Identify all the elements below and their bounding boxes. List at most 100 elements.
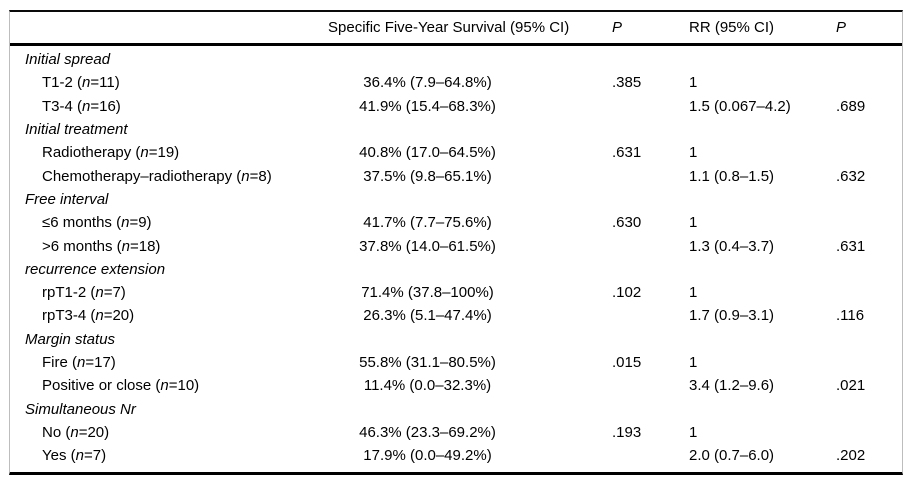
row-label: Positive or close (n=10) (10, 377, 328, 394)
survival-cell: 37.8% (14.0–61.5%) (359, 237, 496, 255)
row-label-pre: >6 months ( (42, 237, 122, 255)
row-label-n: n (121, 214, 130, 232)
row-label-post: =9) (129, 214, 152, 232)
rr-cell: 1 (689, 144, 698, 162)
rr-cell: 1.3 (0.4–3.7) (689, 237, 775, 255)
p-value-rr-cell: .631 (836, 237, 866, 255)
survival-cell: 11.4% (0.0–32.3%) (363, 377, 492, 395)
row-label-n: n (82, 97, 91, 115)
section-header-row: Margin status (10, 328, 902, 351)
survival-cell: 37.5% (9.8–65.1%) (363, 167, 492, 185)
survival-cell: 46.3% (23.3–69.2%) (359, 423, 496, 441)
section-title: Margin status (25, 330, 116, 348)
survival-cell: 71.4% (37.8–100%) (361, 284, 494, 302)
row-label: >6 months (n=18) (10, 238, 328, 255)
table-row: rpT1-2 (n=7) 71.4% (37.8–100%) .102 1 (10, 281, 902, 304)
p-value-survival-cell: .630 (612, 214, 642, 232)
survival-cell: 55.8% (31.1–80.5%) (359, 354, 496, 371)
rr-cell: 1.7 (0.9–3.1) (689, 307, 775, 325)
survival-cell: 41.7% (7.7–75.6%) (363, 214, 492, 232)
p-value-rr-cell: .116 (836, 307, 865, 325)
table-row: ≤6 months (n=9) 41.7% (7.7–75.6%) .630 1 (10, 211, 902, 234)
survival-cell: 17.9% (0.0–49.2%) (363, 447, 492, 465)
row-label-post: =20) (78, 423, 110, 441)
table-row: T3-4 (n=16) 41.9% (15.4–68.3%) 1.5 (0.067–… (10, 95, 902, 118)
rr-cell: 3.4 (1.2–9.6) (689, 377, 775, 395)
row-label-n: n (241, 167, 250, 185)
rr-cell: 1.5 (0.067–4.2) (689, 97, 791, 115)
row-label: Radiotherapy (n=19) (10, 144, 328, 161)
section-title: recurrence extension (25, 260, 166, 278)
row-label: T1-2 (n=11) (10, 74, 328, 91)
rr-cell: 1 (689, 74, 698, 92)
row-label-post: =8) (249, 167, 272, 185)
table-row: Radiotherapy (n=19) 40.8% (17.0–64.5%) .63… (10, 141, 902, 164)
p-value-rr-cell: .202 (836, 447, 866, 465)
row-label-pre: rpT1-2 ( (42, 284, 96, 302)
row-label-n: n (70, 423, 79, 441)
p-value-survival-cell: .385 (612, 74, 642, 92)
row-label-pre: T1-2 ( (42, 74, 83, 92)
table-row: rpT3-4 (n=20) 26.3% (5.1–47.4%) 1.7 (0.9–3… (10, 304, 902, 327)
row-label: T3-4 (n=16) (10, 98, 328, 115)
rr-cell: 1 (689, 284, 698, 302)
survival-analysis-table: Specific Five-Year Survival (95% CI) P R… (9, 10, 903, 476)
p-value-rr-cell: .689 (836, 97, 866, 115)
section-header-row: recurrence extension (10, 258, 902, 281)
row-label-pre: Positive or close ( (42, 377, 161, 395)
survival-cell: 36.4% (7.9–64.8%) (363, 74, 492, 92)
rr-cell: 1.1 (0.8–1.5) (689, 167, 775, 185)
row-label-n: n (77, 354, 86, 371)
section-title: Initial spread (25, 51, 111, 69)
row-label-n: n (82, 74, 91, 92)
row-label: Yes (n=7) (10, 447, 328, 464)
row-label-n: n (121, 237, 130, 255)
row-label-post: =20) (103, 307, 135, 325)
row-label-post: =19) (148, 144, 180, 162)
table-row: Fire (n=17) 55.8% (31.1–80.5%) .015 1 (10, 351, 902, 374)
survival-cell: 40.8% (17.0–64.5%) (359, 144, 496, 162)
rr-cell: 2.0 (0.7–6.0) (689, 447, 775, 465)
section-header-row: Initial spread (10, 48, 902, 71)
row-label-post: =11) (90, 74, 120, 92)
table-row: No (n=20) 46.3% (23.3–69.2%) .193 1 (10, 421, 902, 444)
row-label: Fire (n=17) (10, 354, 328, 371)
column-header-rr: RR (95% CI) (689, 19, 775, 36)
table-body: Initial spread T1-2 (n=11) 36.4% (7.9–64.8… (10, 46, 902, 472)
p-value-survival-cell: .015 (612, 354, 642, 371)
row-label-post: =16) (90, 97, 121, 115)
row-label-n: n (140, 144, 149, 162)
section-header-row: Free interval (10, 188, 902, 211)
row-label-post: =17) (85, 354, 116, 371)
row-label-post: =18) (129, 237, 161, 255)
row-label-pre: Radiotherapy ( (42, 144, 141, 162)
survival-cell: 41.9% (15.4–68.3%) (359, 97, 496, 115)
rr-cell: 1 (689, 214, 698, 232)
row-label-pre: Fire ( (42, 354, 77, 371)
column-header-p-rr: P (836, 19, 847, 36)
row-label-pre: T3-4 ( (42, 97, 83, 115)
section-title: Initial treatment (25, 121, 128, 139)
table-row: T1-2 (n=11) 36.4% (7.9–64.8%) .385 1 (10, 71, 902, 94)
section-title: Simultaneous Nr (25, 400, 136, 418)
row-label: ≤6 months (n=9) (10, 214, 328, 231)
row-label-post: =10) (168, 377, 200, 395)
row-label-pre: rpT3-4 ( (42, 307, 96, 325)
survival-cell: 26.3% (5.1–47.4%) (363, 307, 492, 325)
table-row: >6 months (n=18) 37.8% (14.0–61.5%) 1.3 (0… (10, 234, 902, 257)
row-label: rpT3-4 (n=20) (10, 307, 328, 324)
row-label-pre: ≤6 months ( (42, 214, 122, 232)
section-title: Free interval (25, 190, 109, 208)
row-label: No (n=20) (10, 424, 328, 441)
column-header-p-survival: P (612, 19, 623, 36)
section-header-row: Simultaneous Nr (10, 397, 902, 420)
p-value-rr-cell: .021 (836, 377, 866, 395)
p-value-rr-cell: .632 (836, 167, 866, 185)
rr-cell: 1 (689, 423, 698, 441)
row-label-pre: No ( (42, 423, 71, 441)
table-row: Yes (n=7) 17.9% (0.0–49.2%) 2.0 (0.7–6.0).… (10, 444, 902, 467)
row-label: rpT1-2 (n=7) (10, 284, 328, 301)
row-label-n: n (160, 377, 169, 395)
row-label-pre: Yes ( (42, 447, 76, 465)
p-value-survival-cell: .193 (612, 423, 642, 441)
